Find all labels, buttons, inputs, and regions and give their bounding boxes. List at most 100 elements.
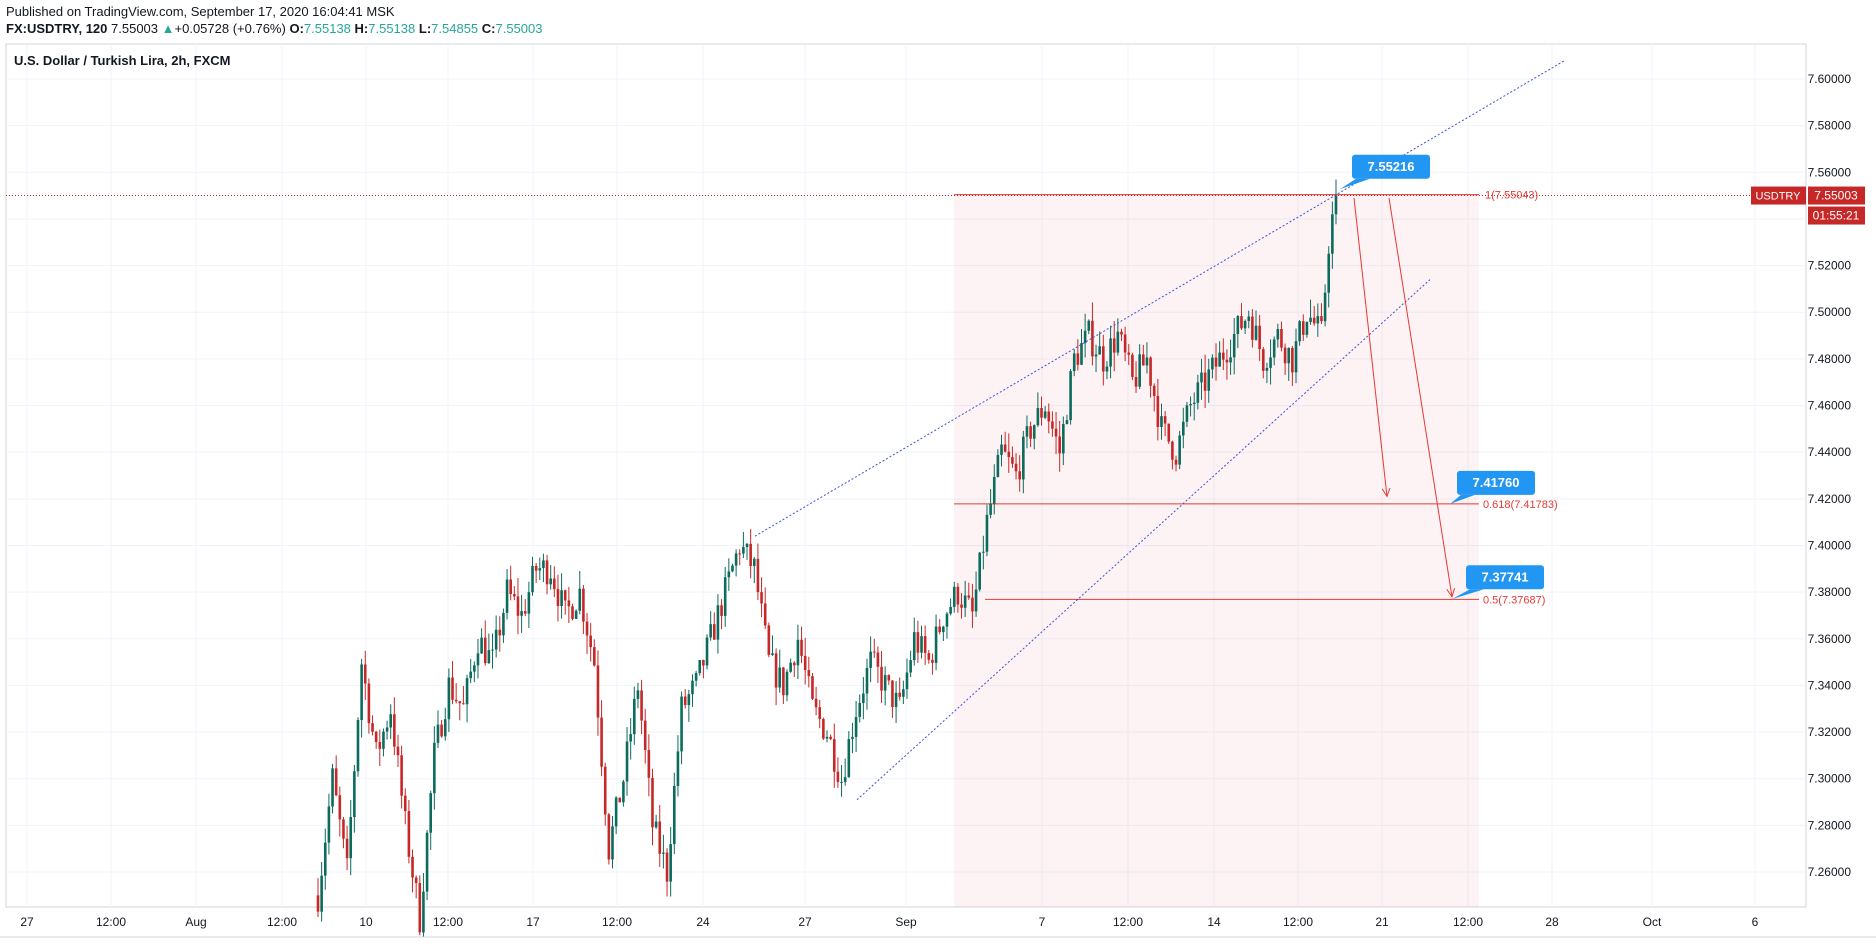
candle [687, 689, 691, 722]
candle-body [1312, 317, 1316, 324]
candle [923, 625, 927, 665]
candle [978, 551, 981, 592]
target-arrow-1 [1353, 197, 1391, 498]
candle-body [738, 553, 742, 555]
candle-body [938, 626, 942, 633]
candle [1032, 424, 1036, 450]
candle-body [1138, 354, 1141, 387]
candle [811, 672, 814, 701]
candle-body [869, 651, 872, 668]
candle-body [829, 736, 832, 740]
open-value: 7.55138 [303, 21, 351, 36]
candle [658, 805, 662, 868]
price-tick-label: 7.44000 [1808, 445, 1852, 459]
candle-body [487, 650, 491, 664]
candle [654, 814, 658, 829]
candle [1229, 339, 1232, 375]
time-axis: 27 12:00 Aug 12:00 10 12:00 17 12:00 24 27 Sep 7 12:… [20, 915, 1758, 929]
candle-body [1120, 331, 1123, 335]
candle-body [1225, 359, 1229, 363]
candle [600, 700, 603, 777]
candle [902, 680, 905, 705]
candle [1160, 403, 1163, 440]
candle [691, 674, 694, 707]
candle [618, 797, 622, 803]
price-tick-label: 7.56000 [1808, 165, 1852, 179]
candle [676, 735, 680, 797]
candle-body [1036, 408, 1040, 426]
candle-body [680, 696, 683, 752]
candle-body [1323, 292, 1327, 322]
candle [436, 710, 440, 748]
candle [985, 504, 989, 557]
candle-body [902, 689, 905, 697]
time-tick-label: 12:00 [267, 915, 297, 929]
candle [665, 848, 669, 897]
candle-body [956, 586, 960, 605]
candle [483, 620, 487, 666]
candle-body [978, 552, 981, 590]
candle-body [403, 795, 407, 812]
time-tick-label: 12:00 [1453, 915, 1483, 929]
candle [1196, 374, 1200, 410]
countdown-label: 01:55:21 [1813, 209, 1860, 223]
candle-body [1094, 354, 1098, 357]
candle [960, 593, 963, 619]
candle [1283, 343, 1287, 375]
candle [694, 670, 698, 687]
candle [1098, 331, 1101, 355]
price-tick-label: 7.30000 [1808, 772, 1852, 786]
candle-body [1134, 376, 1138, 387]
candle [411, 849, 414, 893]
candle-body [574, 610, 578, 619]
candles [316, 179, 1338, 937]
candle-body [1251, 316, 1254, 340]
candle-body [702, 660, 705, 666]
chart-title: U.S. Dollar / Turkish Lira, 2h, FXCM [14, 53, 230, 68]
candle-body [1131, 354, 1134, 377]
candle-body [782, 667, 785, 696]
callout-pointer [1340, 178, 1370, 190]
candle [636, 682, 640, 709]
candle [378, 729, 382, 767]
candle-body [658, 821, 662, 854]
candle-body [611, 826, 614, 860]
candle-body [1105, 366, 1109, 372]
candle-body [378, 742, 382, 749]
candle [360, 658, 363, 738]
candle [851, 722, 854, 754]
callout-box [1466, 565, 1544, 590]
candle-body [545, 560, 549, 585]
candle-body [960, 604, 963, 608]
candle-body [1156, 395, 1160, 428]
candle [702, 659, 705, 679]
candle [1102, 334, 1105, 386]
candle [938, 619, 942, 635]
candle [1182, 407, 1185, 449]
candle-body [585, 621, 589, 636]
candle-body [1185, 405, 1189, 422]
time-tick-label: 7 [1039, 915, 1046, 929]
price-tick-label: 7.50000 [1808, 305, 1852, 319]
candle [818, 699, 822, 729]
candle [1014, 453, 1018, 480]
candle-body [509, 579, 512, 594]
candle-body [727, 571, 731, 578]
candle [1163, 410, 1167, 437]
ohlc-line: FX:USDTRY, 120 7.55003 ▲+0.05728 (+0.76%… [6, 20, 543, 37]
candle-body [971, 597, 974, 612]
time-tick-label: 14 [1207, 915, 1221, 929]
candle [1214, 343, 1218, 381]
candle [505, 569, 509, 620]
candle [1083, 313, 1087, 358]
candle [1036, 392, 1040, 427]
candle-body [963, 595, 967, 608]
candle-body [1062, 424, 1065, 454]
candle [556, 574, 560, 622]
candle-body [745, 543, 749, 548]
candle-body [1123, 334, 1127, 353]
high-value: 7.55138 [368, 21, 416, 36]
candle [531, 556, 534, 596]
candle-body [898, 692, 902, 697]
